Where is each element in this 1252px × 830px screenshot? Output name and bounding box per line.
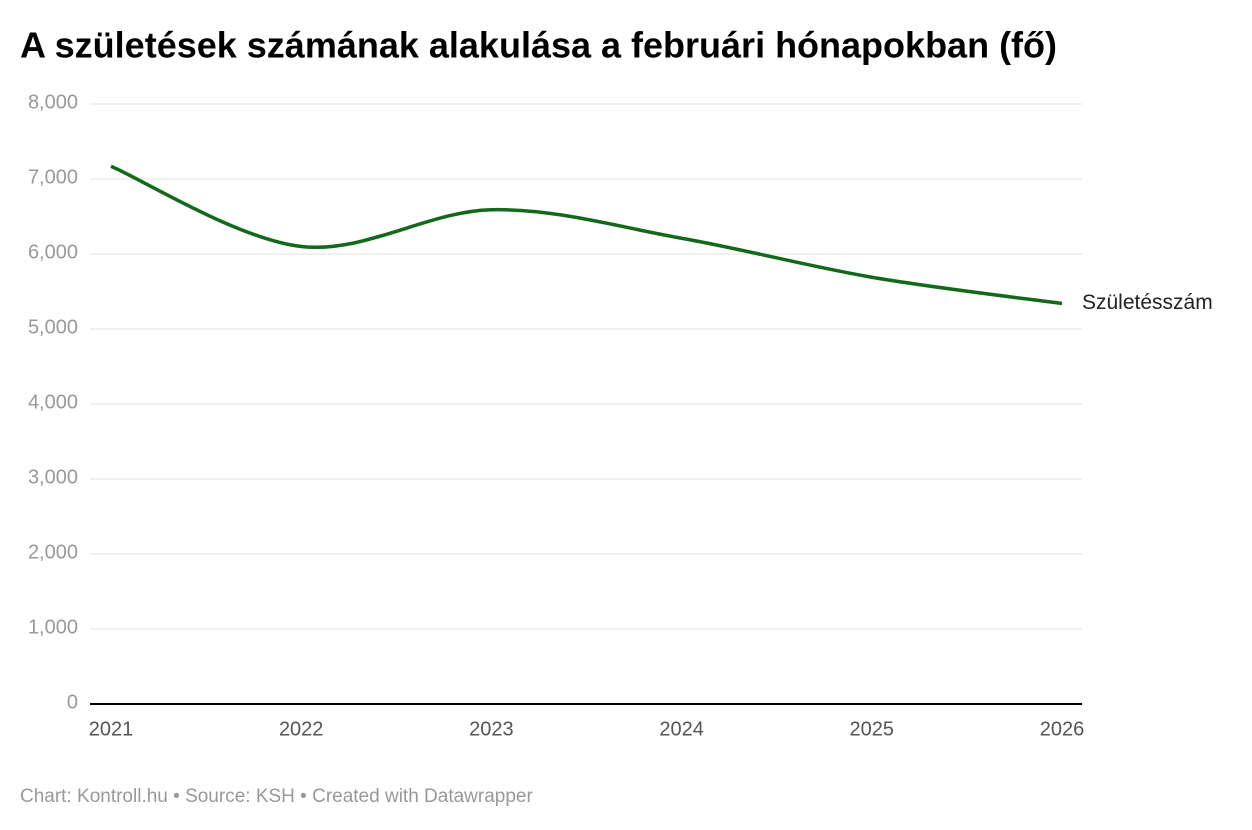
footer: Chart: Kontroll.hu • Source: KSH • Creat… (20, 786, 533, 807)
chart-title: A születések számának alakulása a februá… (20, 25, 1057, 66)
y-tick-label: 1,000 (28, 616, 78, 638)
y-tick-label: 4,000 (28, 391, 78, 413)
x-tick-label: 2026 (1040, 718, 1085, 740)
y-tick-label: 3,000 (28, 466, 78, 488)
x-tick-label: 2023 (469, 718, 514, 740)
x-tick-label: 2021 (89, 718, 134, 740)
y-tick-label: 0 (67, 691, 78, 713)
y-tick-label: 5,000 (28, 316, 78, 338)
y-tick-label: 2,000 (28, 541, 78, 563)
x-tick-label: 2024 (659, 718, 704, 740)
y-tick-label: 7,000 (28, 166, 78, 188)
y-tick-label: 8,000 (28, 91, 78, 113)
line (110, 164, 1063, 306)
x-tick-label: 2025 (850, 718, 895, 740)
series-label: Születésszám (1082, 291, 1213, 314)
y-tick-label: 6,000 (28, 241, 78, 263)
x-tick-label: 2022 (279, 718, 324, 740)
